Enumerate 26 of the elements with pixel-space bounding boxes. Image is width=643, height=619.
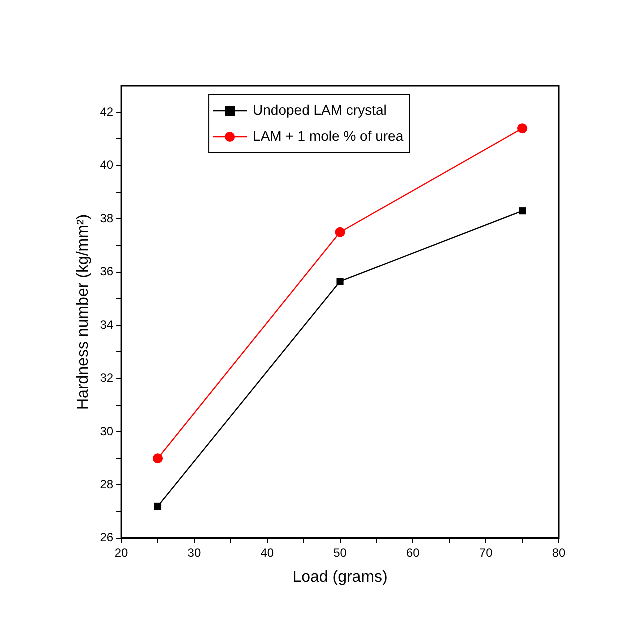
point bbox=[518, 124, 528, 134]
y-axis-title: Hardness number (kg/mm²) bbox=[75, 214, 92, 410]
legend-label: LAM + 1 mole % of urea bbox=[253, 128, 404, 144]
y-tick-label: 26 bbox=[100, 530, 114, 545]
point bbox=[519, 208, 526, 215]
point bbox=[153, 454, 163, 464]
x-tick-label: 80 bbox=[552, 546, 566, 560]
y-tick-label: 38 bbox=[100, 211, 114, 226]
y-tick-label: 36 bbox=[100, 264, 114, 279]
point bbox=[336, 278, 344, 286]
point bbox=[154, 502, 162, 510]
x-axis-title: Load (grams) bbox=[292, 568, 388, 586]
y-tick-label: 34 bbox=[100, 318, 114, 332]
x-tick-label: 60 bbox=[406, 546, 420, 560]
y-tick-label: 30 bbox=[100, 424, 114, 438]
x-tick-label: 30 bbox=[188, 546, 202, 560]
x-tick-label: 50 bbox=[334, 546, 348, 560]
y-tick-label: 40 bbox=[100, 158, 114, 172]
y-tick-label: 42 bbox=[100, 104, 114, 119]
x-tick-label: 40 bbox=[260, 546, 274, 560]
point bbox=[335, 227, 346, 238]
x-tick-label: 70 bbox=[479, 546, 494, 560]
legend-label: Undoped LAM crystal bbox=[253, 102, 387, 118]
y-tick-label: 28 bbox=[100, 477, 114, 492]
y-tick-label: 32 bbox=[100, 371, 114, 386]
x-tick-label: 20 bbox=[114, 546, 129, 560]
